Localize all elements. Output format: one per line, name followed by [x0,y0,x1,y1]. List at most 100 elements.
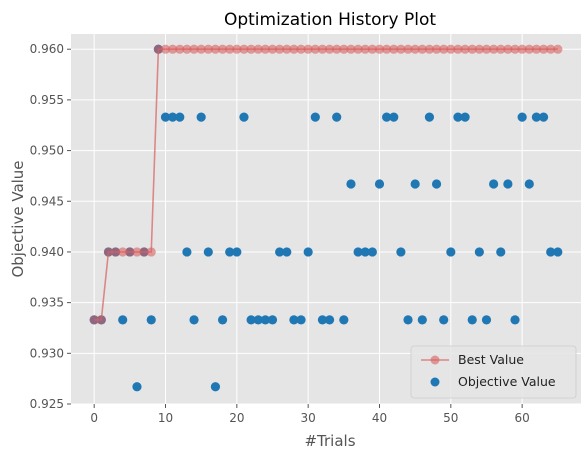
y-tick-label: 0.935 [30,296,64,310]
x-tick-label: 40 [372,411,387,425]
y-tick-label: 0.960 [30,42,64,56]
y-axis-title: Objective Value [9,160,27,277]
best-value-point [410,44,420,54]
legend-objective-value-marker [430,377,440,387]
best-value-point [439,44,449,54]
best-value-point [453,44,463,54]
objective-value-point [353,247,363,257]
best-value-point [339,44,349,54]
objective-value-point [310,112,320,122]
objective-value-point [282,247,292,257]
x-axis-ticks: 0 10 20 30 40 50 60 [90,404,530,425]
objective-value-point [538,112,549,122]
objective-value-point [189,315,199,325]
objective-value-point [275,247,285,257]
objective-value-point [324,315,335,325]
x-tick-label: 20 [229,411,244,425]
objective-value-point [289,315,299,325]
objective-value-point [339,315,349,325]
best-value-point [253,44,263,54]
best-value-point [424,44,435,54]
objective-value-point [531,112,542,122]
best-value-point [332,44,342,54]
best-value-point [189,44,199,54]
objective-value-point [182,247,192,257]
best-value-point [196,44,206,54]
objective-value-point [146,315,156,325]
best-value-point [239,44,249,54]
objective-value-point [225,247,235,257]
best-value-point [246,44,256,54]
objective-value-point [253,315,263,325]
best-value-point [168,44,178,54]
best-value-point [389,44,399,54]
best-value-point [517,44,527,54]
best-value-point [382,44,392,54]
best-value-point [303,44,313,54]
y-tick-label: 0.940 [30,245,64,259]
best-value-point [367,44,377,54]
legend-best-value-label: Best Value [458,352,524,367]
x-tick-label: 10 [158,411,173,425]
objective-value-point [424,112,435,122]
objective-value-point [332,112,342,122]
objective-value-point [431,179,442,189]
best-value-point [296,44,306,54]
best-value-point [460,44,470,54]
best-value-point [467,44,477,54]
objective-value-point [403,315,413,325]
best-value-point [203,44,213,54]
best-value-point [160,44,171,54]
best-value-point [496,44,506,54]
objective-value-point [417,315,427,325]
best-value-point [118,247,128,257]
best-value-point [132,247,142,257]
objective-value-point [553,247,563,257]
objective-value-point [217,315,228,325]
best-value-point [182,44,192,54]
objective-value-point [510,315,520,325]
objective-value-point [196,112,206,122]
objective-value-point [175,112,185,122]
best-value-point [531,44,542,54]
objective-value-point [410,179,420,189]
best-value-point [282,44,292,54]
objective-value-point [210,382,221,392]
best-value-point [431,44,442,54]
best-value-point [232,44,242,54]
objective-value-point [118,315,128,325]
x-tick-label: 30 [301,411,316,425]
best-value-point [510,44,520,54]
best-value-point [524,44,534,54]
best-value-point [538,44,549,54]
best-value-point [324,44,335,54]
x-tick-label: 60 [515,411,530,425]
best-value-point [289,44,299,54]
best-value-point [396,44,406,54]
best-value-point [153,44,163,54]
best-value-point [139,247,149,257]
legend-objective-value-label: Objective Value [458,374,556,389]
objective-value-point [467,315,477,325]
best-value-point [474,44,484,54]
objective-value-point [317,315,328,325]
best-value-point [553,44,563,54]
objective-value-point [160,112,171,122]
objective-value-point [374,179,385,189]
best-value-point [317,44,328,54]
best-value-point [103,247,114,257]
best-value-point [481,44,492,54]
series [89,44,563,392]
best-value-point [267,44,278,54]
y-tick-label: 0.930 [30,346,64,360]
objective-value-point [303,247,313,257]
best-value-point [310,44,320,54]
y-axis-ticks: 0.925 0.930 0.935 0.940 0.945 0.950 0.955 0.960 [30,42,71,411]
objective-value-point [503,179,513,189]
best-value-point [503,44,513,54]
best-value-point [275,44,285,54]
objective-value-point [460,112,470,122]
objective-value-point [546,247,556,257]
x-tick-label: 50 [443,411,458,425]
objective-value-point [246,315,256,325]
